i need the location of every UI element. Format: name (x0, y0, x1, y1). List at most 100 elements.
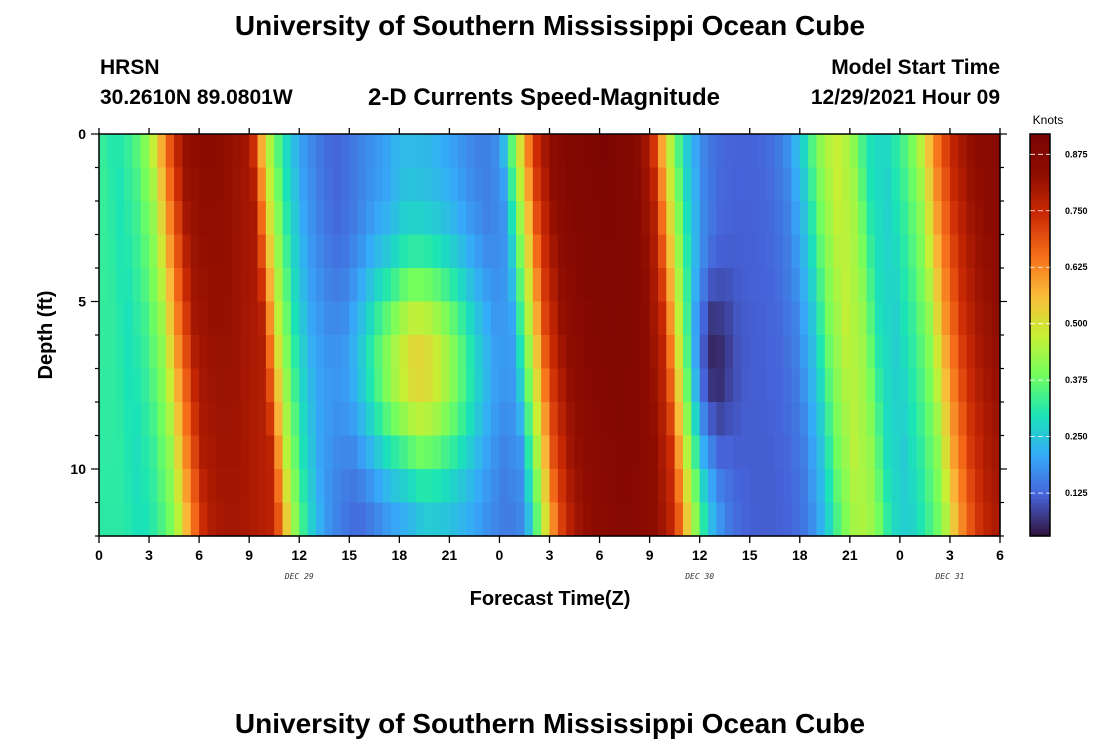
model-start-time: 12/29/2021 Hour 09 (810, 86, 1000, 109)
colorbar-segment (1030, 177, 1050, 182)
heatmap-cell (149, 435, 158, 470)
heatmap-cell (616, 335, 626, 370)
heatmap-cell (507, 134, 517, 169)
colorbar-frame (1029, 133, 1051, 537)
colorbar-segment (1030, 381, 1050, 386)
heatmap-cell (733, 134, 742, 169)
heatmap-cell (891, 402, 901, 437)
heatmap-cell (949, 134, 959, 169)
heatmap-cell (416, 435, 425, 470)
x-tick-label: 0 (95, 547, 103, 563)
heatmap-cell (899, 301, 909, 336)
heatmap-cell (457, 167, 467, 202)
heatmap-cell (140, 335, 150, 370)
heatmap-cell (899, 335, 909, 370)
heatmap-cell (174, 402, 184, 437)
heatmap-cell (315, 368, 325, 403)
heatmap-cell (941, 167, 951, 202)
heatmap-cell (866, 402, 876, 437)
colorbar-segment (1030, 257, 1050, 262)
heatmap-cell (933, 435, 943, 470)
x-tick-label: 0 (896, 547, 904, 563)
heatmap-cell (424, 134, 434, 169)
heatmap-cell (566, 469, 576, 504)
heatmap-cell (349, 268, 359, 303)
heatmap-cell (115, 469, 125, 504)
heatmap-cell (958, 234, 968, 269)
heatmap-cell (958, 502, 968, 537)
heatmap-cell (624, 402, 634, 437)
heatmap-cell (624, 469, 634, 504)
heatmap-cell (290, 368, 300, 403)
heatmap-cell (124, 469, 133, 504)
heatmap-cell (733, 167, 742, 202)
heatmap-cell (916, 134, 926, 169)
heatmap-cell (549, 167, 559, 202)
heatmap-cell (724, 167, 734, 202)
heatmap-cell (457, 201, 467, 236)
heatmap-cell (758, 368, 767, 403)
heatmap-cell (699, 268, 709, 303)
heatmap-cell (874, 268, 884, 303)
heatmap-cell (649, 167, 659, 202)
heatmap-cell (716, 234, 726, 269)
colorbar-segment (1030, 495, 1050, 500)
heatmap-cell (783, 368, 793, 403)
heatmap-cell (874, 335, 884, 370)
heatmap-cell (841, 368, 851, 403)
heatmap-cell (674, 402, 684, 437)
heatmap-cell (799, 435, 809, 470)
heatmap-cell (682, 134, 692, 169)
heatmap-cell (165, 201, 175, 236)
heatmap-cell (708, 469, 717, 504)
heatmap-cell (682, 435, 692, 470)
heatmap-cell (657, 268, 667, 303)
heatmap-cell (416, 368, 425, 403)
colorbar-segment (1030, 254, 1050, 259)
heatmap-cell (240, 301, 250, 336)
heatmap-cell (190, 201, 200, 236)
heatmap-cell (499, 167, 509, 202)
heatmap-cell (257, 469, 267, 504)
heatmap-cell (215, 268, 225, 303)
heatmap-cell (99, 268, 108, 303)
heatmap-cell (799, 201, 809, 236)
heatmap-cell (182, 134, 192, 169)
heatmap-cell (783, 167, 793, 202)
heatmap-cell (816, 402, 826, 437)
heatmap-cell (582, 502, 592, 537)
heatmap-cell (507, 268, 517, 303)
heatmap-cell (257, 402, 267, 437)
heatmap-cell (491, 469, 501, 504)
heatmap-cell (933, 402, 943, 437)
heatmap-cell (282, 268, 292, 303)
heatmap-cell (691, 167, 701, 202)
colorbar-segment (1030, 164, 1050, 169)
heatmap-cell (182, 469, 192, 504)
heatmap-cell (624, 435, 634, 470)
heatmap-cell (833, 201, 843, 236)
colorbar-tick-label: 0.750 (1065, 206, 1088, 216)
heatmap-cell (891, 368, 901, 403)
heatmap-cell (691, 301, 701, 336)
heatmap-cell (516, 268, 526, 303)
heatmap-cell (115, 268, 125, 303)
heatmap-cell (591, 301, 601, 336)
heatmap-cell (491, 201, 501, 236)
heatmap-cell (666, 301, 676, 336)
heatmap-cell (516, 134, 526, 169)
heatmap-cell (966, 502, 976, 537)
heatmap-cell (949, 268, 959, 303)
colorbar-segment (1030, 180, 1050, 185)
heatmap-cell (374, 335, 384, 370)
heatmap-cell (724, 368, 734, 403)
heatmap-cell (808, 167, 818, 202)
heatmap-cell (582, 134, 592, 169)
colorbar-segment (1030, 425, 1050, 430)
heatmap-cell (733, 368, 742, 403)
heatmap-cell (324, 335, 334, 370)
heatmap-cell (249, 368, 259, 403)
colorbar-segment (1030, 469, 1050, 473)
heatmap-cell (691, 335, 701, 370)
heatmap-cell (983, 402, 993, 437)
